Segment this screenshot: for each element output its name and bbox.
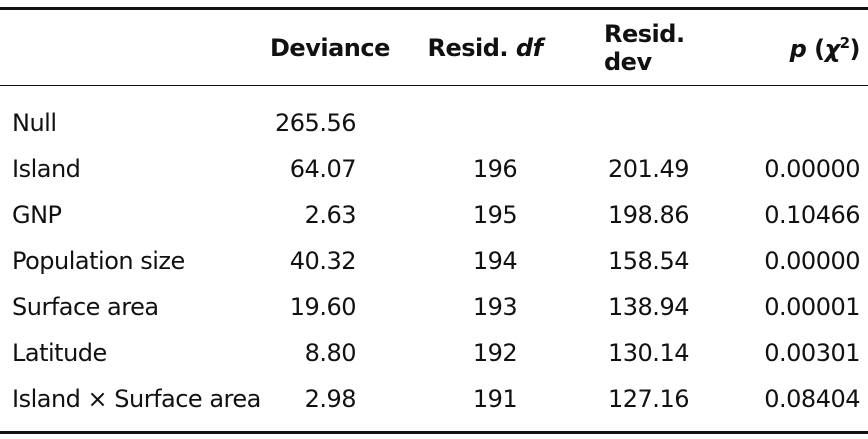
cell-value: 265.56 <box>275 109 356 137</box>
cell-value: 8.80 <box>304 339 357 367</box>
table-cell: 192 <box>370 330 600 376</box>
cell-value: 2.63 <box>304 201 357 229</box>
cell-value: 198.86 <box>608 201 689 229</box>
table-cell: 0.00001 <box>740 284 868 330</box>
cell-value: 0.08404 <box>764 385 860 413</box>
header-text: Resid. dev <box>604 20 685 76</box>
table-cell: 201.49 <box>600 146 740 192</box>
header-cell: Resid. df <box>370 10 600 86</box>
table-row: Surface area 19.60 193 138.94 0.00001 <box>0 284 868 330</box>
cell-value: 0.00000 <box>764 155 860 183</box>
table-cell <box>370 86 600 146</box>
row-label: Island × Surface area <box>12 385 261 413</box>
header-row: Deviance Resid. df Resid. dev p (χ2) <box>0 10 868 86</box>
table-row: GNP 2.63 195 198.86 0.10466 <box>0 192 868 238</box>
table-header: Deviance Resid. df Resid. dev p (χ2) <box>0 10 868 86</box>
row-label: Null <box>12 109 57 137</box>
header-rule <box>0 85 868 86</box>
cell-value: 194 <box>472 247 518 275</box>
cell-value: 0.00000 <box>764 247 860 275</box>
table-cell <box>740 86 868 146</box>
cell-value: 192 <box>472 339 518 367</box>
table-cell: 2.63 <box>270 192 370 238</box>
table-cell: GNP <box>0 192 270 238</box>
cell-value: 127.16 <box>608 385 689 413</box>
cell-value: 19.60 <box>289 293 357 321</box>
cell-value: 196 <box>472 155 518 183</box>
header-text: p <box>789 34 807 63</box>
table-row: Population size 40.32 194 158.54 0.00000 <box>0 238 868 284</box>
header-text: df <box>515 34 543 62</box>
table-cell: 0.00000 <box>740 146 868 192</box>
table-cell: Null <box>0 86 270 146</box>
top-rule <box>0 7 868 10</box>
header-text: ( <box>806 34 825 63</box>
cell-value: 0.10466 <box>764 201 860 229</box>
cell-value: 138.94 <box>608 293 689 321</box>
table-cell: 158.54 <box>600 238 740 284</box>
table-row: Island 64.07 196 201.49 0.00000 <box>0 146 868 192</box>
table-cell: 0.00000 <box>740 238 868 284</box>
cell-value: 64.07 <box>289 155 357 183</box>
table-cell: 195 <box>370 192 600 238</box>
cell-value: 191 <box>472 385 518 413</box>
table-cell: 130.14 <box>600 330 740 376</box>
table-cell: 138.94 <box>600 284 740 330</box>
header-cell: Resid. dev <box>600 10 740 86</box>
table-row: Island × Surface area 2.98 191 127.16 0.0840… <box>0 376 868 422</box>
cell-value: 193 <box>472 293 518 321</box>
cell-value: 40.32 <box>289 247 357 275</box>
table-cell: Latitude <box>0 330 270 376</box>
table-row: Latitude 8.80 192 130.14 0.00301 <box>0 330 868 376</box>
table-cell: 194 <box>370 238 600 284</box>
table-cell: Island <box>0 146 270 192</box>
row-label: Latitude <box>12 339 107 367</box>
table-cell: 198.86 <box>600 192 740 238</box>
table-body: Null 265.56 Island 64.07 196 201.49 0.00000 GNP… <box>0 86 868 422</box>
row-label: GNP <box>12 201 62 229</box>
cell-value: 130.14 <box>608 339 689 367</box>
header-text: χ <box>824 34 840 63</box>
header-cell: Deviance <box>270 10 390 86</box>
row-label: Surface area <box>12 293 159 321</box>
table-cell: 193 <box>370 284 600 330</box>
table-cell: Surface area <box>0 284 270 330</box>
table-cell: 0.08404 <box>740 376 868 422</box>
table-row: Null 265.56 <box>0 86 868 146</box>
cell-value: 158.54 <box>608 247 689 275</box>
cell-value: 0.00301 <box>764 339 860 367</box>
header-text: Deviance <box>270 34 390 62</box>
table-cell: 8.80 <box>270 330 370 376</box>
cell-value: 0.00001 <box>764 293 860 321</box>
table-cell: 40.32 <box>270 238 370 284</box>
table-cell: 191 <box>370 376 600 422</box>
row-label: Population size <box>12 247 185 275</box>
header-text: Resid. <box>427 34 516 62</box>
header-text: 2 <box>839 33 850 52</box>
deviance-table: Deviance Resid. df Resid. dev p (χ2) Nul… <box>0 10 868 422</box>
table-cell: 196 <box>370 146 600 192</box>
cell-value: 201.49 <box>608 155 689 183</box>
table-cell: 127.16 <box>600 376 740 422</box>
table-cell: 2.98 <box>270 376 370 422</box>
table-cell: 0.00301 <box>740 330 868 376</box>
table-cell: 265.56 <box>270 86 370 146</box>
table-cell: Island × Surface area <box>0 376 270 422</box>
table-cell: 64.07 <box>270 146 370 192</box>
row-label: Island <box>12 155 81 183</box>
table-cell: Population size <box>0 238 270 284</box>
bottom-rule <box>0 431 868 434</box>
table-cell: 0.10466 <box>740 192 868 238</box>
header-text: ) <box>849 34 861 63</box>
cell-value: 195 <box>472 201 518 229</box>
cell-value: 2.98 <box>304 385 357 413</box>
header-cell: p (χ2) <box>740 10 868 86</box>
header-cell <box>0 10 270 86</box>
table-cell <box>600 86 740 146</box>
table-cell: 19.60 <box>270 284 370 330</box>
